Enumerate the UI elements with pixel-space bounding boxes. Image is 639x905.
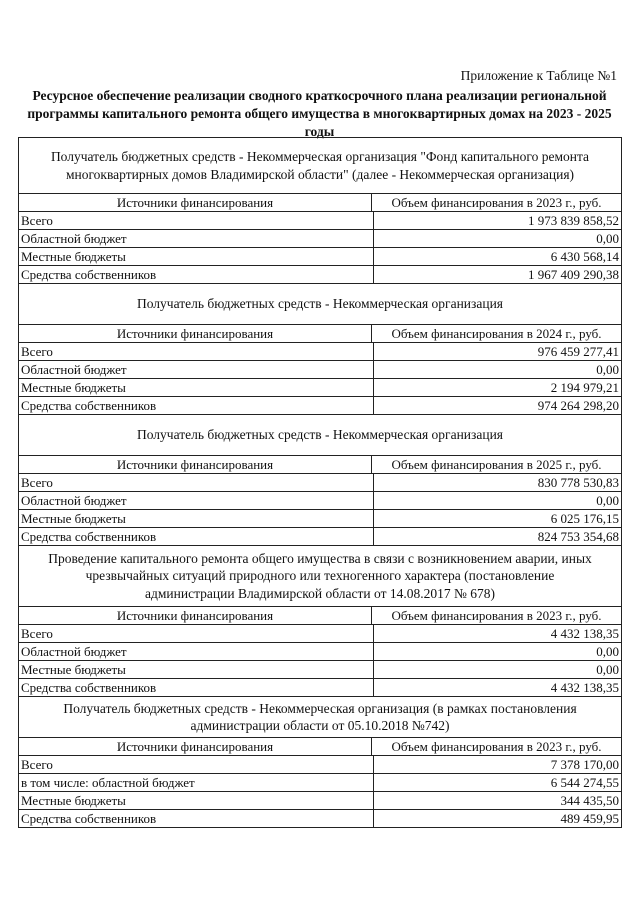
source-label: Местные бюджеты <box>19 248 374 265</box>
amount-value: 0,00 <box>596 493 619 508</box>
funding-table: Получатель бюджетных средств - Некоммерч… <box>18 137 622 828</box>
table-row: Областной бюджет 0,00 <box>19 492 621 510</box>
section-title: Проведение капитального ремонта общего и… <box>19 546 621 607</box>
source-label: Местные бюджеты <box>19 661 374 678</box>
source-label: Областной бюджет <box>19 492 374 509</box>
table-row: Областной бюджет 0,00 <box>19 361 621 379</box>
column-header-amount: Объем финансирования в 2025 г., руб. <box>391 457 602 472</box>
table-row: Всего 4 432 138,35 <box>19 625 621 643</box>
source-label: Всего <box>19 756 374 773</box>
column-header-sources: Источники финансирования <box>19 738 372 755</box>
amount-value: 830 778 530,83 <box>537 475 619 490</box>
amount-value: 1 967 409 290,38 <box>528 267 619 282</box>
table-header-row: Источники финансирования Объем финансиро… <box>19 738 621 756</box>
source-label: Средства собственников <box>19 810 374 827</box>
document-title: Ресурсное обеспечение реализации сводног… <box>27 88 612 139</box>
amount-value: 6 430 568,14 <box>550 249 619 264</box>
table-row: Всего 1 973 839 858,52 <box>19 212 621 230</box>
table-header-row: Источники финансирования Объем финансиро… <box>19 456 621 474</box>
source-label: Местные бюджеты <box>19 379 374 396</box>
table-row: Областной бюджет 0,00 <box>19 643 621 661</box>
table-row: Местные бюджеты 2 194 979,21 <box>19 379 621 397</box>
funding-section: Получатель бюджетных средств - Некоммерч… <box>19 415 621 546</box>
appendix-label: Приложение к Таблице №1 <box>460 68 617 83</box>
source-label: Областной бюджет <box>19 230 374 247</box>
table-row: Местные бюджеты 6 430 568,14 <box>19 248 621 266</box>
source-label: Всего <box>19 212 374 229</box>
table-row: в том числе: областной бюджет 6 544 274,… <box>19 774 621 792</box>
funding-section: Проведение капитального ремонта общего и… <box>19 546 621 697</box>
column-header-amount: Объем финансирования в 2023 г., руб. <box>391 608 602 623</box>
table-row: Местные бюджеты 0,00 <box>19 661 621 679</box>
table-row: Средства собственников 489 459,95 <box>19 810 621 828</box>
funding-section: Получатель бюджетных средств - Некоммерч… <box>19 138 621 284</box>
section-title: Получатель бюджетных средств - Некоммерч… <box>19 138 621 194</box>
amount-value: 976 459 277,41 <box>537 344 619 359</box>
table-row: Всего 976 459 277,41 <box>19 343 621 361</box>
funding-section: Получатель бюджетных средств - Некоммерч… <box>19 697 621 828</box>
amount-value: 0,00 <box>596 644 619 659</box>
column-header-amount: Объем финансирования в 2024 г., руб. <box>391 326 602 341</box>
table-row: Областной бюджет 0,00 <box>19 230 621 248</box>
table-row: Средства собственников 974 264 298,20 <box>19 397 621 415</box>
column-header-sources: Источники финансирования <box>19 456 372 473</box>
table-row: Местные бюджеты 6 025 176,15 <box>19 510 621 528</box>
table-row: Всего 830 778 530,83 <box>19 474 621 492</box>
amount-value: 1 973 839 858,52 <box>528 213 619 228</box>
table-header-row: Источники финансирования Объем финансиро… <box>19 325 621 343</box>
amount-value: 0,00 <box>596 231 619 246</box>
source-label: Областной бюджет <box>19 361 374 378</box>
table-row: Местные бюджеты 344 435,50 <box>19 792 621 810</box>
amount-value: 489 459,95 <box>560 811 620 826</box>
source-label: Средства собственников <box>19 397 374 414</box>
amount-value: 7 378 170,00 <box>550 757 619 772</box>
column-header-sources: Источники финансирования <box>19 194 372 211</box>
source-label: Областной бюджет <box>19 643 374 660</box>
source-label: Средства собственников <box>19 266 374 283</box>
column-header-amount: Объем финансирования в 2023 г., руб. <box>391 195 602 210</box>
amount-value: 2 194 979,21 <box>550 380 619 395</box>
table-row: Всего 7 378 170,00 <box>19 756 621 774</box>
amount-value: 0,00 <box>596 662 619 677</box>
source-label: Всего <box>19 625 374 642</box>
column-header-amount: Объем финансирования в 2023 г., руб. <box>391 739 602 754</box>
source-label: Местные бюджеты <box>19 792 374 809</box>
amount-value: 6 544 274,55 <box>550 775 619 790</box>
source-label: Всего <box>19 474 374 491</box>
table-row: Средства собственников 1 967 409 290,38 <box>19 266 621 284</box>
amount-value: 824 753 354,68 <box>537 529 619 544</box>
amount-value: 6 025 176,15 <box>550 511 619 526</box>
source-label: Местные бюджеты <box>19 510 374 527</box>
amount-value: 344 435,50 <box>560 793 620 808</box>
amount-value: 0,00 <box>596 362 619 377</box>
amount-value: 4 432 138,35 <box>550 680 619 695</box>
funding-section: Получатель бюджетных средств - Некоммерч… <box>19 284 621 415</box>
column-header-sources: Источники финансирования <box>19 325 372 342</box>
source-label: в том числе: областной бюджет <box>19 774 374 791</box>
source-label: Средства собственников <box>19 528 374 545</box>
table-row: Средства собственников 824 753 354,68 <box>19 528 621 546</box>
table-row: Средства собственников 4 432 138,35 <box>19 679 621 697</box>
amount-value: 4 432 138,35 <box>550 626 619 641</box>
source-label: Средства собственников <box>19 679 374 696</box>
section-title: Получатель бюджетных средств - Некоммерч… <box>19 284 621 325</box>
table-header-row: Источники финансирования Объем финансиро… <box>19 194 621 212</box>
source-label: Всего <box>19 343 374 360</box>
section-title: Получатель бюджетных средств - Некоммерч… <box>19 697 621 738</box>
table-header-row: Источники финансирования Объем финансиро… <box>19 607 621 625</box>
column-header-sources: Источники финансирования <box>19 607 372 624</box>
amount-value: 974 264 298,20 <box>537 398 619 413</box>
section-title: Получатель бюджетных средств - Некоммерч… <box>19 415 621 456</box>
